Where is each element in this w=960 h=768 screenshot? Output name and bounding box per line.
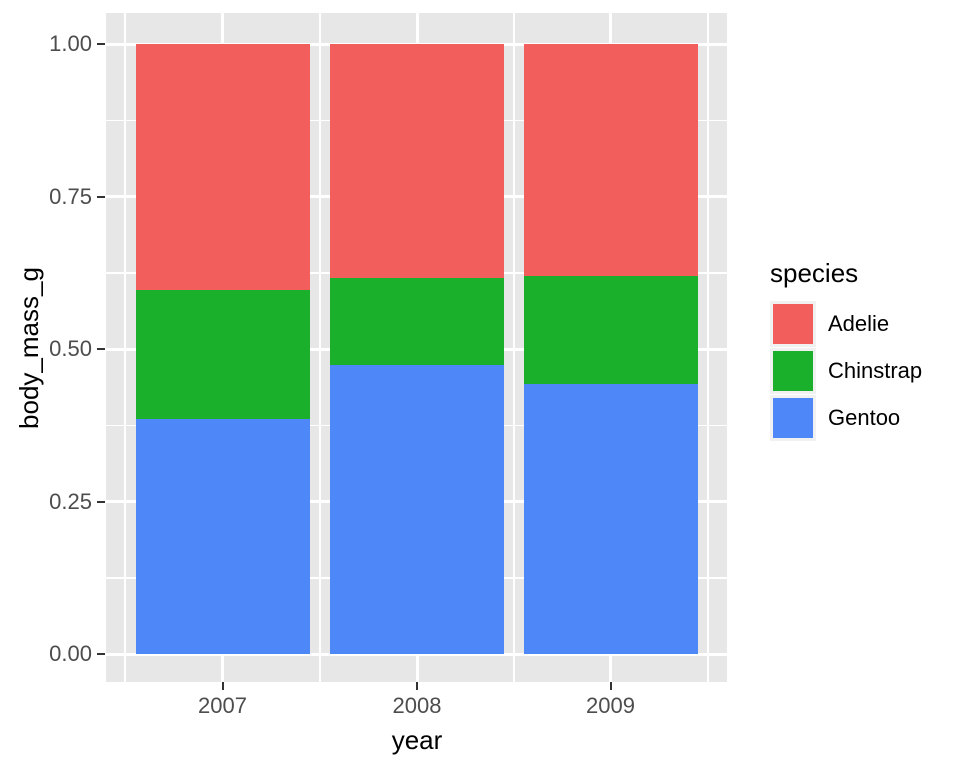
y-tick-mark: [97, 348, 105, 350]
x-tick-mark: [609, 682, 612, 690]
legend-title: species: [770, 258, 859, 288]
x-tick-label: 2008: [392, 693, 442, 718]
legend-key-gentoo: [770, 395, 816, 441]
bar-2009-chinstrap: [523, 276, 698, 385]
y-tick-label: 1.00: [49, 31, 92, 56]
legend: species Adelie Chinstrap Gentoo: [770, 258, 922, 442]
bar-2008-adelie: [330, 44, 504, 279]
legend-item-adelie: Adelie: [770, 301, 922, 347]
x-tick-label: 2007: [198, 693, 247, 718]
x-tick-mark: [416, 682, 418, 690]
bar-2007-chinstrap: [135, 289, 310, 420]
y-axis-title: body_mass_g: [14, 267, 44, 429]
y-tick-mark: [97, 43, 105, 45]
x-tick-mark: [221, 682, 224, 690]
y-tick-mark: [97, 653, 105, 655]
y-tick-label: 0.25: [49, 488, 92, 514]
bar-2007-gentoo: [135, 419, 310, 654]
bar-2009-gentoo: [523, 384, 698, 654]
legend-label-gentoo: Gentoo: [828, 405, 901, 430]
bar-2008-chinstrap: [330, 278, 504, 365]
x-tick-label: 2009: [586, 693, 635, 718]
legend-item-gentoo: Gentoo: [770, 395, 922, 441]
legend-item-chinstrap: Chinstrap: [770, 348, 922, 394]
y-tick-mark: [97, 195, 105, 198]
x-axis-title: year: [391, 725, 443, 755]
y-tick-label: 0.75: [49, 183, 92, 209]
y-tick-label: 0.00: [49, 641, 92, 666]
plot-panel: [106, 13, 727, 682]
legend-key-chinstrap: [770, 348, 816, 394]
bar-2008-gentoo: [330, 364, 504, 654]
bar-2007-adelie: [135, 44, 310, 290]
y-tick-mark: [97, 500, 105, 503]
legend-swatch-adelie: [773, 304, 813, 344]
legend-swatch-gentoo: [773, 398, 813, 438]
legend-key-adelie: [770, 301, 816, 347]
legend-label-adelie: Adelie: [828, 311, 890, 336]
y-tick-label: 0.50: [49, 336, 92, 361]
legend-swatch-chinstrap: [773, 351, 813, 391]
bar-2009-adelie: [523, 44, 698, 277]
legend-label-chinstrap: Chinstrap: [828, 358, 923, 383]
legend-items: Adelie Chinstrap Gentoo: [770, 301, 922, 441]
